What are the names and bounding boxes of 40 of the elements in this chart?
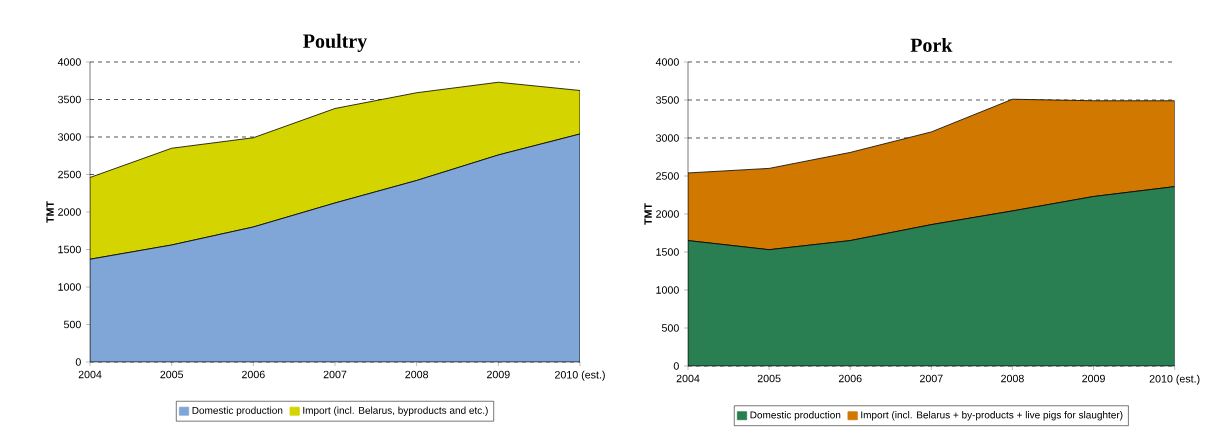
y-tick-label: 1000 xyxy=(656,286,679,294)
y-axis-title: TMT xyxy=(46,201,54,223)
y-tick-label: 3500 xyxy=(57,95,81,104)
x-tick-label: 2009 xyxy=(487,370,510,379)
y-tick-label: 2500 xyxy=(656,172,679,180)
x-tick-label: 2007 xyxy=(323,370,347,379)
legend-label: Import (incl. Belarus, byproducts and etc.) xyxy=(303,406,488,416)
x-tick-label: 2006 xyxy=(838,374,862,383)
y-axis-title: TMT xyxy=(644,203,652,225)
y-tick-label: 3000 xyxy=(57,133,81,141)
x-tick-label: 2005 xyxy=(757,374,781,383)
y-tick-label: 2000 xyxy=(656,210,679,218)
y-tick-label: 2000 xyxy=(58,208,81,216)
legend-label: Domestic production xyxy=(750,411,841,421)
y-tick-label: 2500 xyxy=(58,170,81,179)
x-tick-label: 2005 xyxy=(160,370,184,379)
y-tick-label: 3000 xyxy=(655,134,679,142)
x-tick-label: 2006 xyxy=(242,370,265,379)
y-tick-label: 1000 xyxy=(58,283,81,291)
x-tick-label: 2010 (est.) xyxy=(555,370,605,381)
x-tick-label: 2007 xyxy=(920,374,943,383)
y-tick-label: 0 xyxy=(75,358,81,366)
x-tick-label: 2008 xyxy=(1001,374,1024,383)
chart-title: Poultry xyxy=(303,33,368,52)
y-tick-label: 1500 xyxy=(656,248,679,256)
y-tick-label: 4000 xyxy=(57,58,81,66)
x-tick-label: 2004 xyxy=(676,374,700,383)
y-tick-label: 3500 xyxy=(655,96,679,104)
legend-label: Import (incl. Belarus + by-products + live pigs for slaughter) xyxy=(861,411,1123,421)
x-tick-label: 2008 xyxy=(405,370,429,379)
chart-title: Pork xyxy=(910,37,953,52)
x-tick-label: 2010 (est.) xyxy=(1149,374,1200,385)
legend-label: Domestic production xyxy=(192,406,283,416)
y-tick-label: 1500 xyxy=(58,245,81,254)
y-tick-label: 0 xyxy=(673,362,679,370)
y-tick-label: 500 xyxy=(63,320,81,329)
x-tick-label: 2009 xyxy=(1082,374,1105,383)
y-tick-label: 4000 xyxy=(655,58,679,66)
y-tick-label: 500 xyxy=(661,324,679,332)
x-tick-label: 2004 xyxy=(78,370,102,379)
